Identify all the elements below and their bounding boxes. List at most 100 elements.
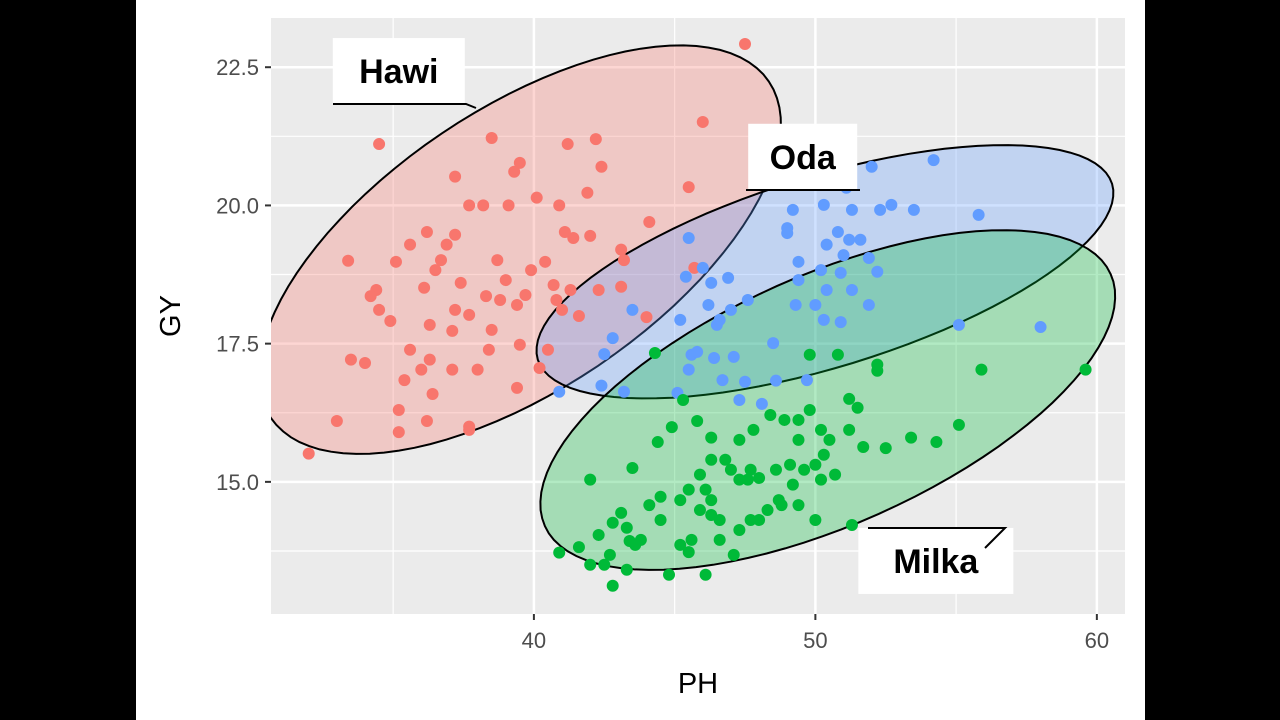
point-oda (843, 233, 856, 246)
point-hawi (404, 343, 417, 356)
point-oda (767, 337, 780, 350)
x-tick-label: 50 (803, 628, 827, 653)
point-milka (691, 415, 704, 428)
point-milka (1079, 363, 1092, 376)
point-oda (834, 266, 847, 279)
point-milka (665, 421, 678, 434)
ellipse-hawi (271, 44, 782, 455)
point-oda (722, 271, 735, 284)
y-tick-label: 15.0 (216, 470, 259, 495)
point-milka (930, 436, 943, 449)
label-leader-line (333, 103, 477, 109)
label-text-hawi: Hawi (359, 53, 438, 91)
point-oda (786, 203, 799, 216)
point-milka (643, 499, 656, 512)
point-hawi (302, 447, 315, 460)
group-labels: Hawi Oda Milka (332, 38, 1014, 594)
point-milka (809, 458, 822, 471)
point-oda (1034, 321, 1047, 334)
point-hawi (615, 280, 628, 293)
point-milka (606, 579, 619, 592)
point-hawi (640, 311, 653, 324)
point-hawi (541, 343, 554, 356)
point-milka (663, 568, 676, 581)
point-hawi (592, 284, 605, 297)
point-hawi (454, 276, 467, 289)
point-oda (845, 284, 858, 297)
point-milka (733, 473, 746, 486)
point-milka (809, 514, 822, 527)
point-hawi (696, 115, 709, 128)
point-hawi (426, 387, 439, 400)
point-milka (741, 473, 754, 486)
point-oda (739, 375, 752, 388)
point-milka (685, 533, 698, 546)
point-oda (885, 198, 898, 211)
point-hawi (415, 363, 428, 376)
point-milka (651, 436, 664, 449)
point-hawi (584, 229, 597, 242)
label-box-oda (748, 123, 858, 190)
point-oda (817, 313, 830, 326)
point-milka (952, 418, 965, 431)
point-oda (820, 238, 833, 251)
point-hawi (682, 181, 695, 194)
point-milka (693, 468, 706, 481)
point-hawi (643, 216, 656, 229)
point-oda (691, 345, 704, 358)
point-oda (733, 394, 746, 407)
point-hawi (463, 308, 476, 321)
point-milka (620, 563, 633, 576)
point-milka (705, 431, 718, 444)
point-hawi (567, 232, 580, 245)
point-oda (972, 208, 985, 221)
point-milka (815, 423, 828, 436)
point-hawi (530, 191, 543, 204)
point-milka (699, 483, 712, 496)
point-milka (744, 514, 757, 527)
point-milka (784, 458, 797, 471)
x-tick-label: 60 (1085, 628, 1109, 653)
point-milka (693, 504, 706, 517)
point-oda (716, 374, 729, 387)
point-milka (831, 348, 844, 361)
point-milka (744, 463, 757, 476)
point-hawi (435, 254, 448, 267)
left-letterbox (0, 0, 136, 720)
point-milka (905, 431, 918, 444)
point-oda (820, 284, 833, 297)
point-oda (682, 363, 695, 376)
point-hawi (617, 254, 630, 267)
point-milka (682, 483, 695, 496)
point-oda (809, 298, 822, 311)
point-hawi (392, 426, 405, 439)
point-oda (834, 316, 847, 329)
point-milka (615, 506, 628, 519)
point-hawi (330, 415, 343, 428)
point-hawi (513, 338, 526, 351)
point-hawi (342, 254, 355, 267)
point-milka (682, 546, 695, 559)
point-oda (907, 203, 920, 216)
point-hawi (373, 138, 386, 151)
point-oda (626, 303, 639, 316)
point-milka (620, 521, 633, 534)
point-hawi (615, 243, 628, 256)
point-milka (769, 463, 782, 476)
point-hawi (561, 138, 574, 151)
point-hawi (384, 314, 397, 327)
point-hawi (389, 255, 402, 268)
point-hawi (581, 186, 594, 199)
point-milka (584, 473, 597, 486)
point-milka (857, 441, 870, 454)
point-hawi (477, 199, 490, 212)
point-milka (674, 538, 687, 551)
point-hawi (525, 264, 538, 277)
point-oda (781, 227, 794, 240)
point-hawi (392, 403, 405, 416)
point-milka (553, 546, 566, 559)
point-milka (699, 568, 712, 581)
point-oda (598, 348, 611, 361)
point-milka (733, 523, 746, 536)
point-oda (800, 374, 813, 387)
